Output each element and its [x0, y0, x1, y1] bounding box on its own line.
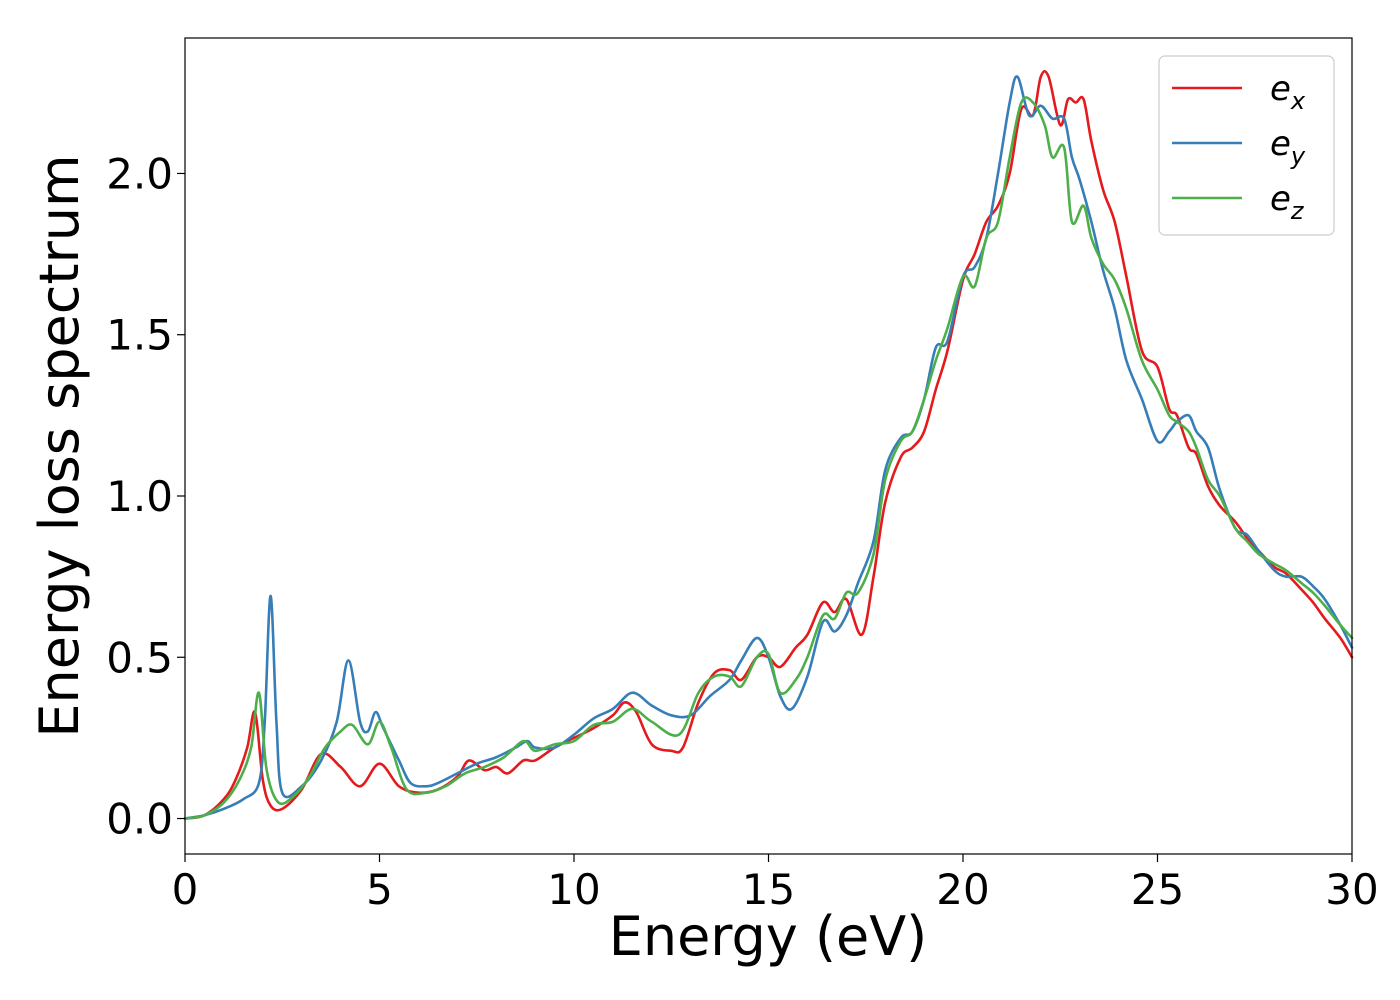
x-tick-label: 5: [366, 865, 393, 914]
x-axis-label: Energy (eV): [609, 905, 928, 968]
legend-label-z: ez: [1270, 179, 1305, 225]
x-tick-label: 15: [742, 865, 795, 914]
legend-box: [1158, 55, 1335, 236]
legend-label-y: ey: [1270, 124, 1306, 170]
x-tick-label: 30: [1325, 865, 1378, 914]
y-axis-label: Energy loss spectrum: [28, 154, 91, 737]
series-line-z: [183, 96, 1354, 820]
x-tick-label: 20: [936, 865, 989, 914]
x-axis-ticks: 0 5 10 15 20 25 30: [172, 854, 1379, 914]
legend-label-x: ex: [1270, 69, 1306, 115]
y-tick-label: 0.5: [106, 633, 173, 682]
y-tick-label: 2.0: [106, 149, 173, 198]
series-line-y: [183, 75, 1354, 820]
x-tick-label: 0: [172, 865, 199, 914]
x-tick-label: 25: [1131, 865, 1184, 914]
legend: ex ey ez: [1158, 55, 1335, 236]
series-lines: [183, 69, 1354, 820]
y-axis-ticks: 0.0 0.5 1.0 1.5 2.0: [106, 149, 185, 844]
y-tick-label: 0.0: [106, 795, 173, 844]
y-tick-label: 1.0: [106, 472, 173, 521]
y-tick-label: 1.5: [106, 311, 173, 360]
x-tick-label: 10: [547, 865, 600, 914]
